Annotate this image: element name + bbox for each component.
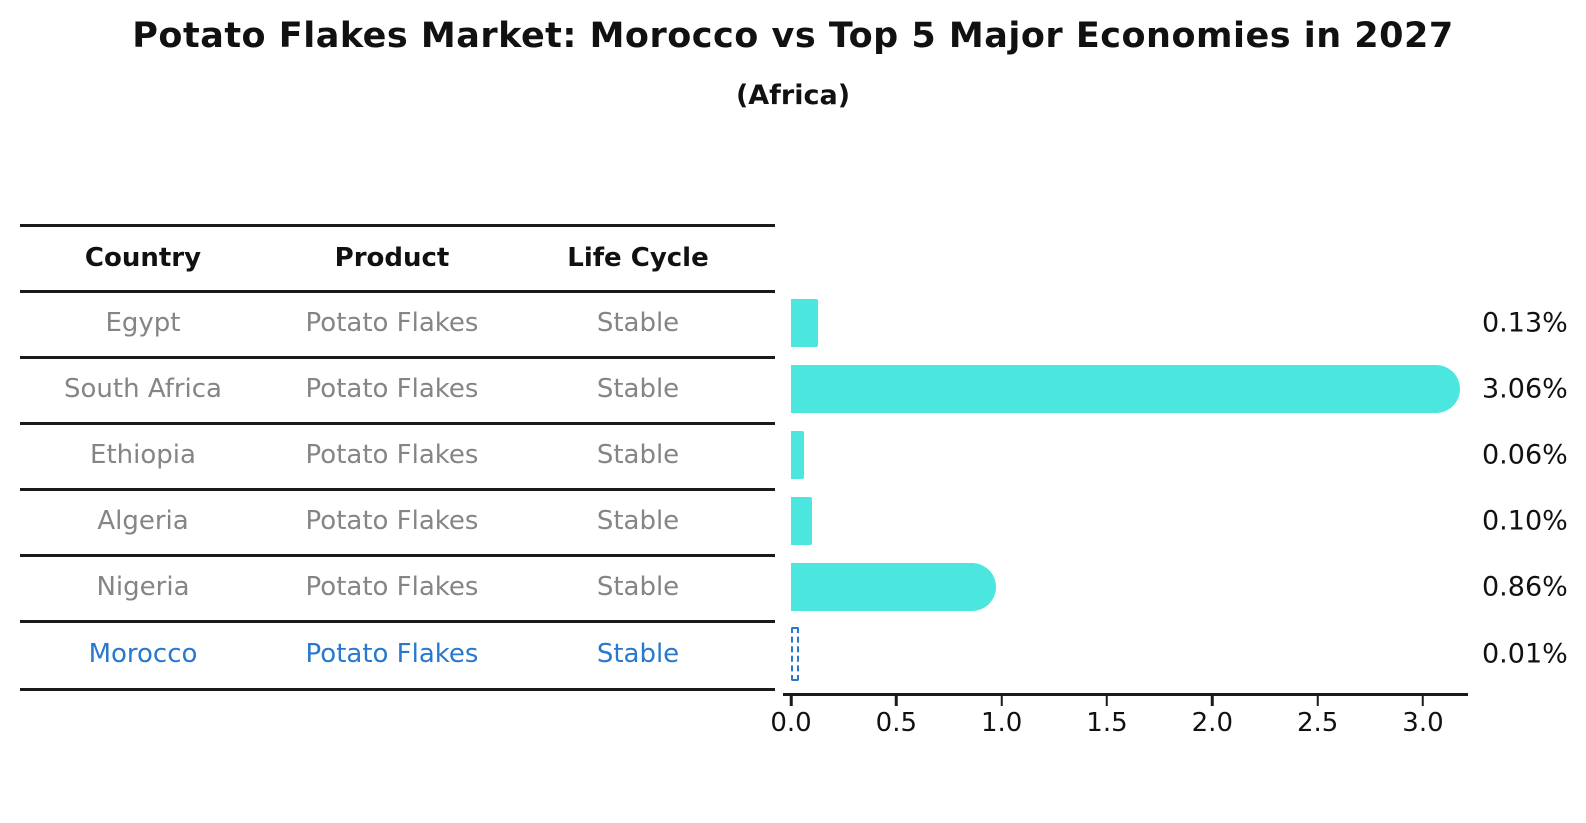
bar-value-label: 3.06%	[1482, 373, 1568, 405]
table-cell-country: Egypt	[105, 308, 181, 338]
x-axis-tick	[1105, 695, 1109, 706]
x-tick-label: 1.0	[980, 708, 1023, 738]
table-cell-country: Morocco	[88, 639, 198, 669]
table-cell-life_cycle: Stable	[596, 639, 680, 669]
table-header-cell: Country	[84, 243, 202, 273]
x-axis-tick	[789, 695, 793, 706]
bar	[791, 563, 997, 611]
table-cell-country: Algeria	[97, 506, 189, 536]
table-cell-country: South Africa	[64, 374, 222, 404]
x-axis-tick	[895, 695, 898, 706]
table-cell-country: Ethiopia	[90, 440, 196, 470]
table-rule	[20, 554, 775, 557]
table-cell-life_cycle: Stable	[596, 506, 680, 536]
table-cell-life_cycle: Stable	[596, 308, 680, 338]
table-cell-life_cycle: Stable	[596, 374, 680, 404]
x-tick-label: 2.0	[1191, 708, 1233, 738]
table-cell-life_cycle: Stable	[596, 572, 680, 602]
table-cell-product: Potato Flakes	[305, 572, 479, 602]
bar-value-label: 0.06%	[1482, 439, 1568, 471]
table-cell-country: Nigeria	[96, 572, 190, 602]
x-axis-tick	[1211, 695, 1214, 706]
table-rule	[20, 224, 775, 227]
bar	[791, 299, 819, 347]
x-axis-tick	[1421, 695, 1425, 706]
x-axis-spine	[783, 693, 1468, 696]
table-cell-life_cycle: Stable	[596, 440, 680, 470]
x-axis-tick	[1000, 695, 1003, 706]
table-rule	[20, 620, 775, 623]
x-tick-label: 0.0	[770, 708, 812, 738]
bar-highlight-morocco	[791, 627, 799, 681]
bar-value-label: 0.10%	[1482, 505, 1568, 537]
table-rule	[20, 290, 775, 293]
table-rule	[20, 488, 775, 491]
table-cell-product: Potato Flakes	[305, 440, 479, 470]
x-axis-tick	[1316, 695, 1319, 706]
chart-subtitle: (Africa)	[735, 80, 851, 111]
table-rule	[20, 688, 775, 691]
table-rule	[20, 422, 775, 425]
x-tick-label: 1.5	[1086, 708, 1128, 738]
table-cell-product: Potato Flakes	[305, 308, 479, 338]
table-header-cell: Product	[334, 243, 450, 273]
bar	[791, 365, 1460, 413]
x-tick-label: 0.5	[875, 708, 918, 738]
bar-value-label: 0.13%	[1482, 307, 1568, 339]
table-cell-product: Potato Flakes	[305, 639, 479, 669]
bar	[791, 431, 804, 479]
table-rule	[20, 356, 775, 359]
table-header-cell: Life Cycle	[567, 243, 709, 273]
x-tick-label: 2.5	[1296, 708, 1339, 738]
bar-value-label: 0.01%	[1482, 638, 1568, 670]
table-cell-product: Potato Flakes	[305, 506, 479, 536]
chart-title: Potato Flakes Market: Morocco vs Top 5 M…	[132, 16, 1454, 56]
table-cell-product: Potato Flakes	[305, 374, 479, 404]
bar	[791, 497, 813, 545]
bar-value-label: 0.86%	[1482, 571, 1568, 603]
x-tick-label: 3.0	[1402, 708, 1444, 738]
